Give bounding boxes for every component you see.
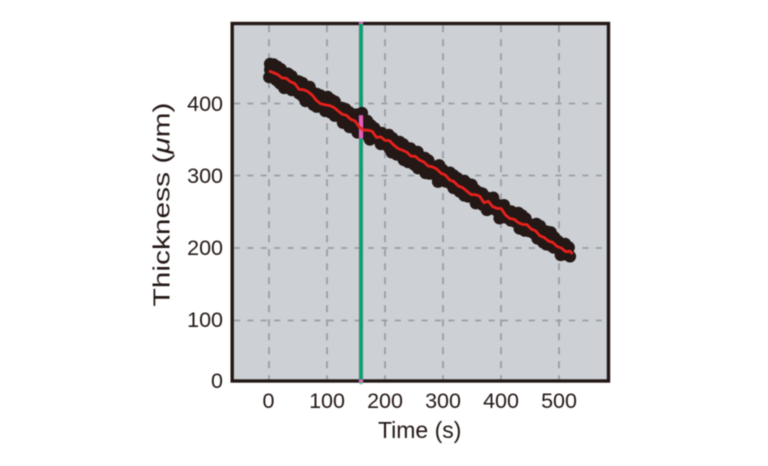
svg-text:200: 200	[187, 236, 223, 260]
svg-text:100: 100	[187, 308, 223, 332]
svg-text:400: 400	[187, 92, 223, 116]
svg-text:300: 300	[187, 164, 223, 188]
svg-text:Time (s): Time (s)	[378, 417, 461, 443]
svg-text:200: 200	[367, 389, 403, 413]
svg-text:300: 300	[425, 389, 461, 413]
svg-text:400: 400	[483, 389, 519, 413]
svg-text:100: 100	[309, 389, 345, 413]
svg-text:500: 500	[541, 389, 577, 413]
svg-text:0: 0	[211, 369, 223, 393]
svg-text:0: 0	[263, 389, 275, 413]
svg-text:Thickness (μm): Thickness (μm)	[149, 103, 175, 307]
